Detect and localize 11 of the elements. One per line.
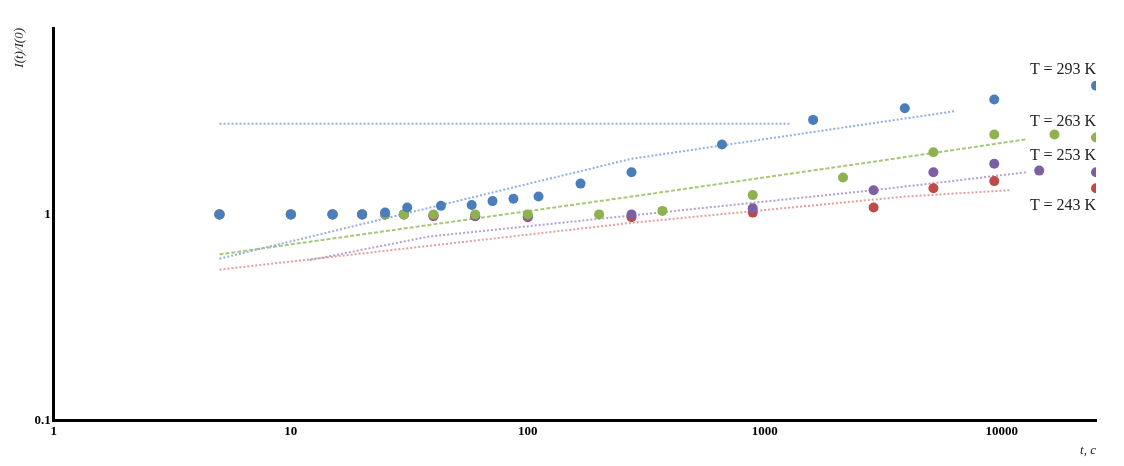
series-label: T = 263 K (1029, 111, 1097, 129)
y-tick-label: 0.1 (34, 412, 51, 428)
series-label: T = 293 K (1029, 59, 1097, 77)
x-tick-label: 10000 (985, 422, 1018, 438)
x-tick-label: 1000 (751, 422, 778, 438)
x-tick-label: 10 (284, 422, 298, 438)
x-axis-title: t, c (1080, 441, 1097, 457)
x-tick-label: 100 (518, 422, 538, 438)
y-axis-title: I(t)/I(0) (11, 28, 27, 69)
series-label: T = 243 K (1029, 196, 1097, 214)
series-label: T = 253 K (1029, 146, 1097, 164)
